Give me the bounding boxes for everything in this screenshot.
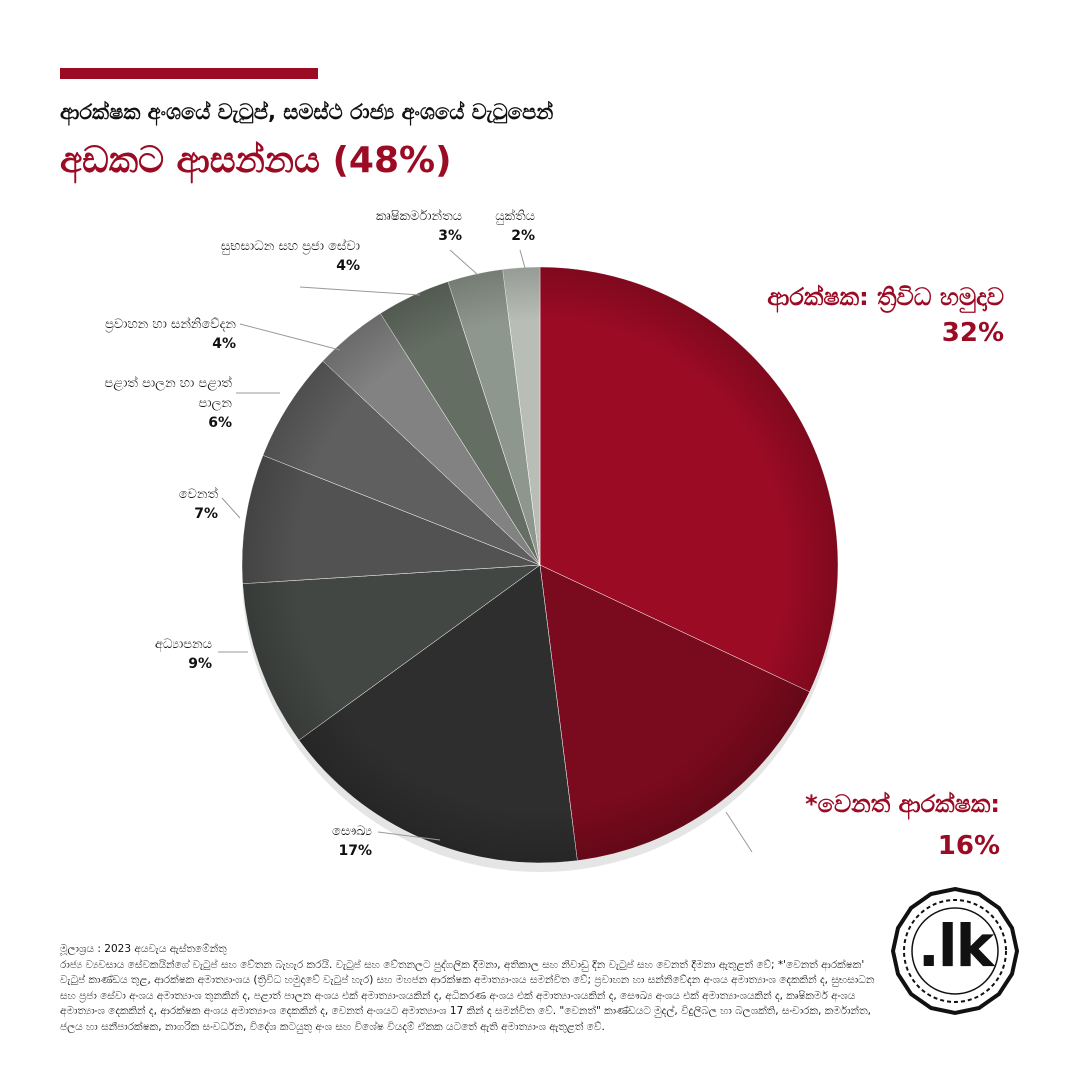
- slice-percent: 17%: [338, 843, 372, 859]
- slice-label: සුභසාධන සහ ප්‍රජා සේවා: [221, 238, 360, 254]
- pie-edge-shade: [242, 267, 838, 863]
- leader-line: [377, 831, 441, 841]
- slice-label: කෘෂිකර්මාන්තය: [376, 208, 462, 224]
- accent-bar: [60, 68, 318, 79]
- leader-line: [519, 249, 526, 269]
- source-body: රාජ්‍ය ව්‍යවසාය සේවකයින්ගේ වැටුප් සහ වේත…: [60, 958, 875, 1033]
- slice-label: ආරක්ෂක: ත්‍රිවිධ හමුදාව: [767, 283, 1004, 313]
- slice-label: පාලන: [198, 396, 232, 411]
- lk-logo-badge-icon: .lk: [890, 886, 1020, 1016]
- slice-percent: 9%: [188, 656, 212, 672]
- leader-line: [239, 323, 341, 351]
- source-title: මූලාශ්‍රය : 2023 අයවැය ඇස්තමේන්තු: [60, 943, 227, 955]
- slice-label: සෞඛ්‍ය: [332, 824, 372, 839]
- slice-label: ප්‍රවාහන හා සන්නිවේදන: [105, 316, 237, 332]
- chart-title-line1: ආරක්ෂක අංශයේ වැටුප්, සමස්ථ රාජ්‍ය අංශයේ …: [60, 100, 554, 124]
- slice-percent: 7%: [194, 506, 218, 522]
- chart-title-line2: අඩකට ආසන්නය (48%): [60, 140, 452, 181]
- logo-shape: [890, 886, 1020, 1016]
- leader-line: [449, 249, 479, 276]
- slice-label: අධ්‍යාපනය: [155, 637, 212, 652]
- slice-percent: 3%: [438, 228, 462, 244]
- source-notes: මූලාශ්‍රය : 2023 අයවැය ඇස්තමේන්තු රාජ්‍ය…: [60, 942, 880, 1035]
- slice-percent: 6%: [208, 415, 232, 431]
- slice-percent: 4%: [212, 336, 236, 352]
- slice-label: වෙනත්: [179, 486, 219, 502]
- leader-line: [725, 811, 753, 853]
- slice-percent: 32%: [942, 318, 1004, 348]
- slice-percent: 2%: [511, 228, 535, 244]
- slice-label: පළාත් පාලන හා පළාත්: [104, 375, 232, 391]
- leader-line: [299, 286, 421, 296]
- slice-percent: 4%: [336, 258, 360, 274]
- slice-percent: 16%: [938, 831, 1000, 861]
- slice-label: *වෙනත් ආරක්ෂක:: [805, 790, 1000, 820]
- logo-text: .lk: [917, 912, 995, 980]
- leader-line: [221, 497, 241, 519]
- slice-label: යුක්තිය: [495, 208, 535, 224]
